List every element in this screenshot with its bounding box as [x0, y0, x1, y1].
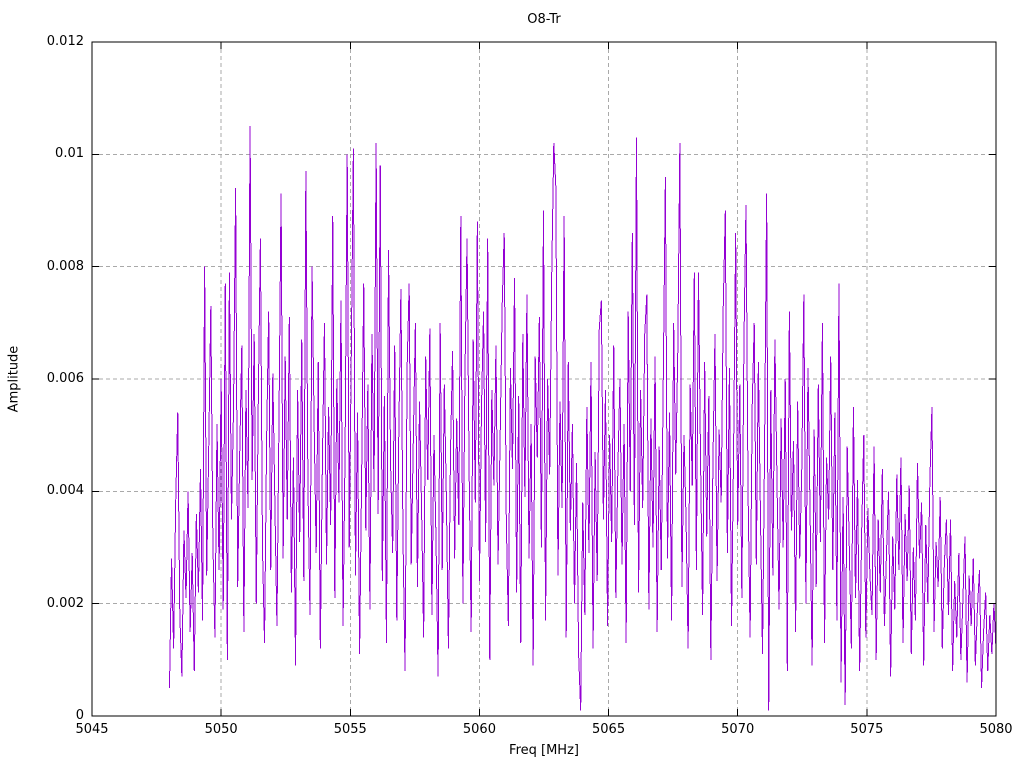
y-tick-label: 0.004 [46, 483, 84, 499]
series-line [168, 126, 997, 711]
x-tick-label: 5075 [850, 722, 884, 737]
x-tick-label: 5045 [75, 722, 109, 737]
x-tick-label: 5070 [721, 722, 755, 737]
chart-title: O8-Tr [527, 12, 561, 27]
x-tick-label: 5065 [592, 722, 626, 737]
x-tick-label: 5080 [979, 722, 1013, 737]
y-tick-label: 0.002 [46, 595, 84, 611]
y-tick-label: 0.008 [46, 258, 84, 274]
y-tick-label: 0.006 [46, 371, 84, 386]
y-tick-label: 0.01 [55, 146, 84, 162]
x-tick-label: 5055 [333, 722, 367, 737]
y-tick-label: 0 [75, 708, 84, 723]
x-tick-label: 5060 [462, 722, 496, 737]
x-axis-title: Freq [MHz] [509, 743, 579, 758]
x-tick-label: 5050 [204, 722, 238, 737]
y-tick-label: 0.012 [46, 34, 84, 49]
